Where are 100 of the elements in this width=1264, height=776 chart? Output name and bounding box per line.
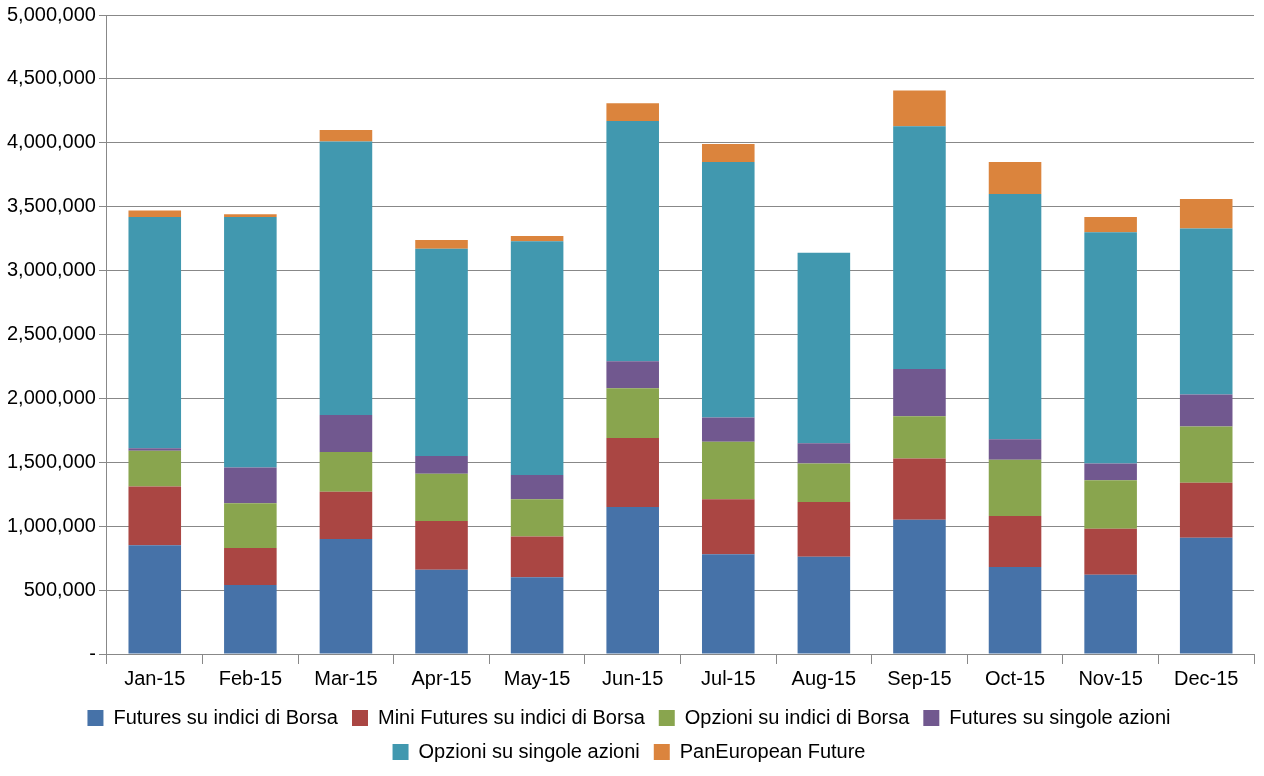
bar — [128, 210, 182, 217]
bar — [1084, 528, 1137, 575]
bar — [988, 459, 1042, 516]
bar — [606, 361, 659, 389]
x-tick-label: Nov-15 — [1078, 666, 1143, 689]
bar — [1179, 199, 1233, 229]
bar — [224, 214, 277, 217]
legend-label: Futures su indici di Borsa — [113, 705, 339, 728]
bar — [319, 130, 373, 142]
bar — [319, 491, 373, 539]
bar — [606, 388, 659, 439]
bar — [319, 538, 373, 654]
x-tick-label: Dec-15 — [1173, 666, 1239, 689]
bar — [1084, 480, 1137, 529]
bar — [415, 239, 468, 249]
x-tick-label: Feb-15 — [218, 666, 283, 689]
bar — [893, 416, 946, 459]
bar — [797, 443, 851, 464]
bar — [128, 216, 182, 449]
bar — [1179, 394, 1233, 427]
bar — [988, 161, 1042, 194]
y-tick-label: 2,000,000 — [6, 385, 96, 408]
bar — [893, 458, 946, 520]
y-tick-label: 500,000 — [23, 577, 96, 600]
bar — [1084, 216, 1137, 233]
bar — [510, 577, 564, 654]
bar — [510, 236, 564, 242]
x-tick-label: Sep-15 — [887, 666, 952, 689]
y-tick-label: 5,000,000 — [6, 2, 96, 25]
bar — [797, 556, 851, 654]
bar — [893, 126, 946, 370]
y-tick-label: 3,000,000 — [6, 258, 96, 281]
bar — [893, 369, 946, 417]
x-tick-label: Jan-15 — [124, 666, 186, 689]
bar — [606, 103, 659, 122]
bar — [128, 545, 182, 654]
bar — [224, 547, 277, 585]
bar — [510, 499, 564, 537]
bar — [1084, 463, 1137, 481]
bar — [224, 503, 277, 548]
y-tick-label: - — [89, 641, 96, 664]
y-tick-label: 4,000,000 — [6, 130, 96, 153]
bar — [606, 121, 659, 362]
x-tick-label: Mar-15 — [314, 666, 378, 689]
bar — [319, 415, 373, 453]
x-tick-label: May-15 — [503, 666, 571, 689]
bar — [893, 519, 946, 654]
x-tick-label: Aug-15 — [791, 666, 857, 689]
x-tick-label: Apr-15 — [411, 666, 472, 689]
y-tick-label: 1,500,000 — [6, 449, 96, 472]
bar — [701, 499, 755, 555]
bar — [1084, 232, 1137, 464]
bar — [1179, 482, 1233, 538]
legend-label: PanEuropean Future — [679, 739, 866, 762]
bar — [1179, 537, 1233, 654]
bar — [128, 486, 182, 546]
bar — [606, 438, 659, 508]
bar — [701, 417, 755, 442]
bar — [319, 452, 373, 492]
bar — [415, 248, 468, 456]
bar — [510, 475, 564, 500]
bar — [224, 216, 277, 468]
legend-label: Futures su singole azioni — [949, 705, 1171, 728]
y-tick-label: 1,000,000 — [6, 513, 96, 536]
bar — [606, 507, 659, 654]
bar — [510, 536, 564, 578]
bar — [988, 515, 1042, 568]
bar — [415, 521, 468, 570]
bar — [1179, 426, 1233, 483]
x-tick-label: Jun-15 — [602, 666, 664, 689]
bar — [797, 463, 851, 502]
bar — [510, 241, 564, 476]
bar — [319, 141, 373, 416]
bar — [701, 161, 755, 418]
y-tick-label: 2,500,000 — [6, 322, 96, 345]
bar — [893, 90, 946, 127]
bar — [415, 455, 468, 474]
bar — [128, 450, 182, 487]
legend-label: Opzioni su indici di Borsa — [684, 705, 911, 728]
x-tick-label: Oct-15 — [985, 666, 1046, 689]
bar — [701, 441, 755, 500]
bar — [797, 501, 851, 557]
legend-label: Mini Futures su indici di Borsa — [378, 705, 646, 728]
bar — [224, 584, 277, 654]
bar — [988, 193, 1042, 440]
bar — [1179, 228, 1233, 395]
bar — [988, 439, 1042, 460]
y-tick-label: 3,500,000 — [6, 194, 96, 217]
bar — [224, 467, 277, 504]
bar — [988, 567, 1042, 654]
bar — [701, 144, 755, 162]
legend-label: Opzioni su singole azioni — [418, 739, 640, 762]
bar — [415, 569, 468, 654]
bar — [797, 252, 851, 444]
bar — [128, 448, 182, 451]
bar — [701, 554, 755, 654]
bar — [1084, 574, 1137, 654]
y-tick-label: 4,500,000 — [6, 66, 96, 89]
x-tick-label: Jul-15 — [701, 666, 756, 689]
bar — [415, 473, 468, 522]
